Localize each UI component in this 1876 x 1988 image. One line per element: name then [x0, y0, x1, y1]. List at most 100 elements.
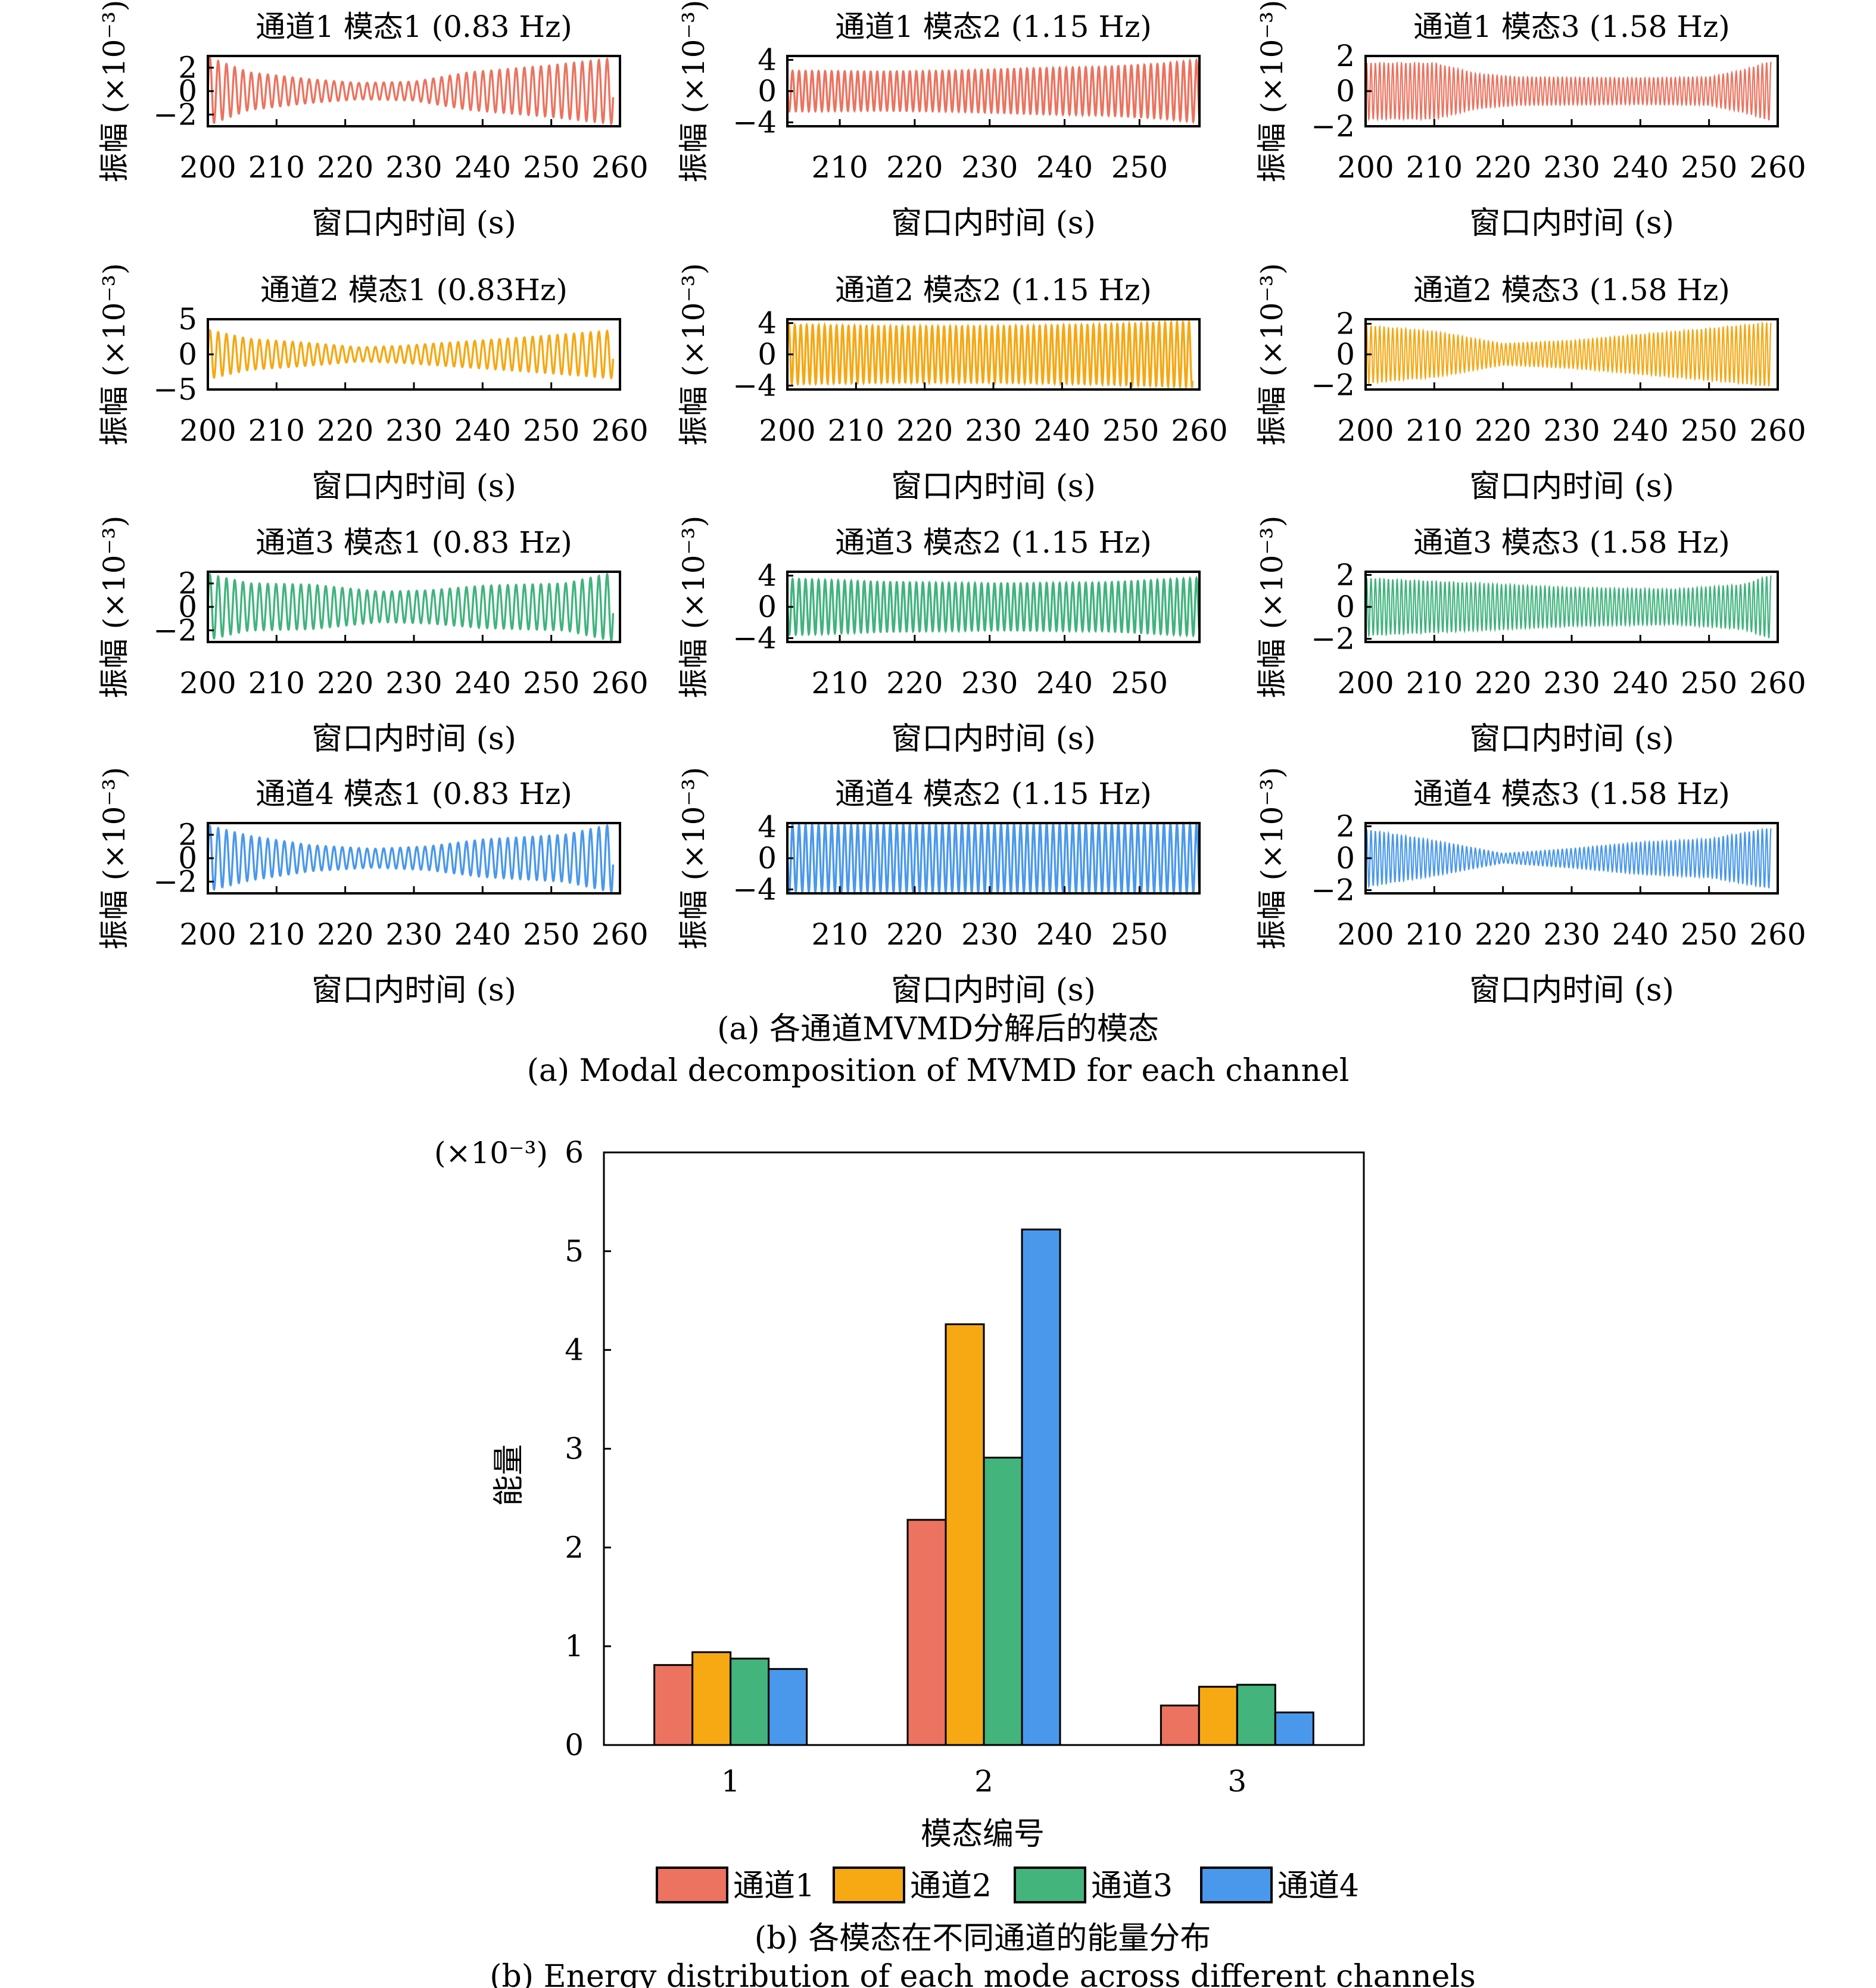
x-tick-label: 240	[454, 666, 511, 700]
y-tick-label: 0	[1336, 841, 1355, 875]
y-tick-label: 0	[1336, 74, 1355, 108]
x-tick-label: 200	[759, 413, 815, 448]
y-axis-label: 振幅 (×10⁻³)	[97, 263, 132, 446]
y-axis-label: 振幅 (×10⁻³)	[97, 767, 132, 950]
x-axis-label: 窗口内时间 (s)	[1469, 469, 1674, 504]
caption-b-en: (b) Energy distribution of each mode acr…	[490, 1959, 1476, 1988]
x-tick-label: 250	[1681, 666, 1737, 700]
x-tick-label: 210	[811, 917, 868, 952]
x-tick-label: 220	[896, 413, 953, 448]
x-tick-label: 210	[248, 413, 305, 448]
x-axis-label: 窗口内时间 (s)	[311, 721, 516, 757]
y-axis-label: 振幅 (×10⁻³)	[677, 516, 711, 699]
legend-item-ch3: 通道3	[1014, 1867, 1173, 1904]
x-tick-label: 220	[317, 917, 373, 952]
waveform-line	[207, 572, 615, 643]
y-tick-label: 1	[565, 1629, 584, 1663]
x-tick-label: 200	[1337, 666, 1394, 700]
bar-mode1-ch1	[653, 1664, 694, 1746]
bar-mode2-ch3	[983, 1456, 1023, 1746]
panel-title: 通道3 模态1 (0.83 Hz)	[255, 525, 572, 560]
y-tick-label: −4	[733, 621, 777, 655]
waveform-line	[1364, 320, 1772, 387]
x-axis-label: 窗口内时间 (s)	[1469, 973, 1674, 1008]
y-tick-label: 0	[758, 74, 777, 108]
x-tick-label: 220	[317, 150, 373, 185]
bar-mode3-ch2	[1198, 1685, 1238, 1746]
x-tick-label: 200	[1337, 413, 1394, 448]
y-axis-label: 振幅 (×10⁻³)	[677, 0, 711, 182]
x-tick-label: 260	[1749, 666, 1806, 700]
x-tick-label: 250	[1102, 413, 1159, 448]
x-tick-label: 250	[1681, 917, 1737, 952]
x-tick-label: 210	[1406, 666, 1463, 700]
x-tick-label: 200	[1337, 917, 1394, 952]
x-tick-label: 230	[385, 150, 442, 185]
x-axis-label: 窗口内时间 (s)	[311, 973, 516, 1008]
panel-ch3-mode2: 通道3 模态2 (1.15 Hz) 210 220 230 240 250 40−4 窗口内时…	[677, 516, 1201, 757]
bar-legend: 通道1 通道2 通道3 通道4	[656, 1867, 1359, 1904]
x-axis-label: 窗口内时间 (s)	[1469, 721, 1674, 757]
legend-swatch	[1200, 1867, 1273, 1903]
y-tick-label: −2	[1311, 873, 1355, 908]
bar-mode3-ch1	[1160, 1705, 1200, 1746]
x-tick-label: 240	[454, 917, 511, 952]
x-tick-label: 210	[248, 150, 305, 185]
x-tick-label: 220	[886, 917, 943, 952]
x-tick-label: 210	[1406, 150, 1463, 185]
bar-mode2-ch4	[1021, 1228, 1061, 1746]
y-tick-label: −2	[1311, 109, 1355, 144]
waveform-line	[786, 820, 1201, 896]
panel-title: 通道1 模态3 (1.58 Hz)	[1413, 10, 1730, 44]
y-tick-label: 2	[178, 818, 197, 852]
y-tick-label: 3	[565, 1432, 584, 1466]
y-tick-label: 0	[565, 1728, 584, 1762]
x-tick-label: 240	[1036, 150, 1093, 185]
waveform-line	[1364, 827, 1772, 889]
y-tick-label: 0	[178, 590, 197, 624]
y-tick-label: 2	[178, 51, 197, 85]
x-axis-label: 窗口内时间 (s)	[891, 973, 1096, 1008]
x-tick-label: 210	[248, 666, 305, 700]
bar-yscale-label: (×10⁻³)	[434, 1136, 548, 1170]
panel-title: 通道3 模态3 (1.58 Hz)	[1413, 525, 1730, 560]
y-tick-label: 0	[178, 337, 197, 372]
x-tick-label: 240	[1612, 917, 1669, 952]
x-tick-label: 220	[317, 413, 373, 448]
x-tick-label: 220	[1475, 150, 1531, 185]
y-tick-label: −2	[153, 97, 197, 132]
y-tick-label: 0	[758, 590, 777, 624]
y-tick-label: 4	[758, 810, 777, 845]
x-tick-label: 250	[523, 413, 579, 448]
panel-ch3-mode1: 通道3 模态1 (0.83 Hz) 200 210 220 230 240 250 260 20…	[97, 516, 649, 757]
y-tick-label: −4	[733, 105, 777, 139]
y-axis-label: 振幅 (×10⁻³)	[97, 516, 132, 699]
panel-title: 通道1 模态1 (0.83 Hz)	[255, 10, 572, 44]
legend-item-ch1: 通道1	[656, 1867, 815, 1904]
y-tick-label: −2	[153, 864, 197, 899]
x-tick-label: 250	[1681, 413, 1737, 448]
x-tick-label: 230	[1543, 413, 1600, 448]
x-tick-label: 230	[961, 666, 1018, 700]
legend-label: 通道3	[1091, 1868, 1173, 1904]
panel-ch1-mode3: 通道1 模态3 (1.58 Hz) 200 210 220 230 240 250 260 20…	[1255, 0, 1806, 241]
x-tick-label: 240	[454, 150, 511, 185]
y-tick-label: −4	[733, 368, 777, 403]
panel-ch4-mode1: 通道4 模态1 (0.83 Hz) 200 210 220 230 240 250 260 20…	[97, 767, 649, 1008]
x-tick-label: 240	[454, 413, 511, 448]
bar-mode1-ch2	[691, 1651, 732, 1746]
bar-mode1-ch4	[768, 1668, 808, 1746]
y-tick-label: 5	[178, 302, 197, 336]
energy-bar-chart: 0 1 2 3 4 5 6 1 2 3	[565, 1135, 1365, 1799]
x-tick-label: 3	[1227, 1764, 1246, 1799]
x-axis-label: 窗口内时间 (s)	[891, 469, 1096, 504]
x-tick-label: 230	[961, 917, 1018, 952]
x-tick-label: 240	[1612, 413, 1669, 448]
y-tick-label: 2	[1336, 307, 1355, 341]
y-tick-label: 2	[178, 566, 197, 601]
y-axis-label: 振幅 (×10⁻³)	[677, 767, 711, 950]
y-axis-label: 振幅 (×10⁻³)	[1255, 263, 1289, 446]
panel-ch2-mode1: 通道2 模态1 (0.83Hz) 200 210 220 230 240 250 260 50−…	[97, 263, 649, 504]
legend-item-ch2: 通道2	[833, 1867, 992, 1904]
